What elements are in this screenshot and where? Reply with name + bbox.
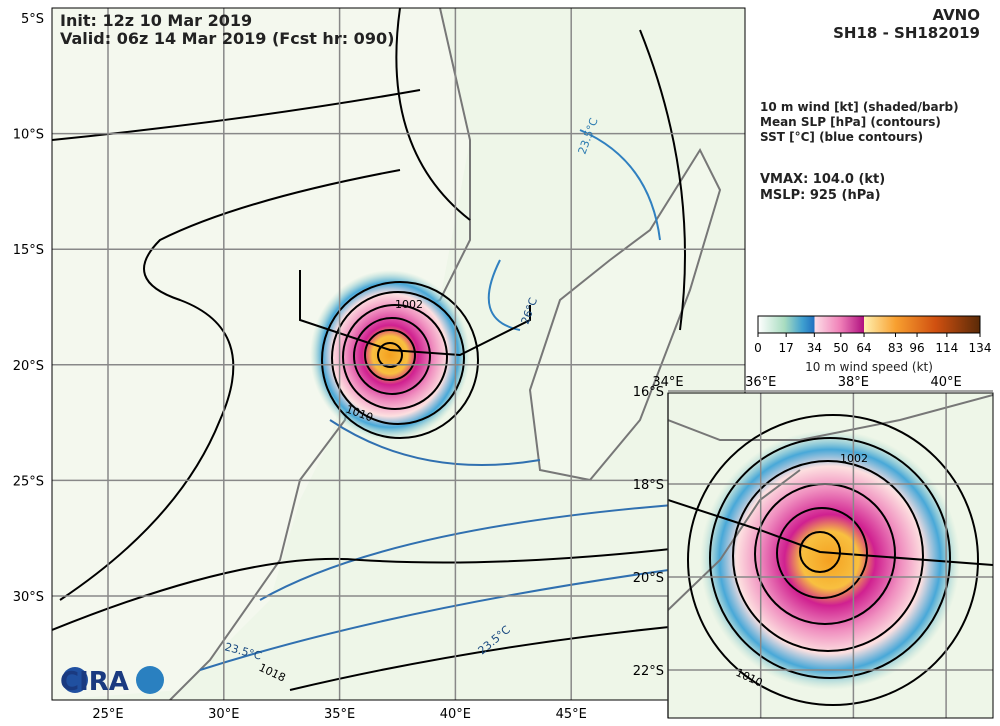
colorbar-label: 10 m wind speed (kt) [805, 360, 933, 374]
colorbar-tick-label: 34 [807, 341, 822, 355]
slp-contours [321, 281, 479, 439]
lat-label: 30°S [13, 590, 44, 605]
lat-label: 10°S [13, 128, 44, 143]
lat-label: 25°S [13, 474, 44, 489]
model: AVNO [932, 6, 980, 24]
colorbar-tick-label: 96 [909, 341, 924, 355]
valid: Valid: 06z 14 Mar 2019 (Fcst hr: 090) [60, 29, 394, 48]
main-map [52, 8, 745, 700]
lon-label: 30°E [208, 707, 239, 722]
colorbar [757, 315, 981, 334]
vmax: VMAX: 104.0 (kt) [760, 172, 885, 187]
inset-lat-label: 16°S [633, 385, 664, 400]
logo-globe [62, 667, 88, 693]
contour-label: 1002 [840, 452, 868, 465]
inset-lat-label: 20°S [633, 571, 664, 586]
lon-label: 25°E [92, 707, 123, 722]
logo: CIRA [60, 667, 129, 697]
colorbar-tick-label: 0 [754, 341, 762, 355]
legend-line: SST [°C] (blue contours) [760, 130, 923, 144]
colorbar-tick-label: 134 [969, 341, 992, 355]
lon-label: 45°E [556, 707, 587, 722]
inset-lat-label: 18°S [633, 478, 664, 493]
inset-frame [667, 392, 994, 719]
inset-lon-label: 34°E [652, 375, 683, 390]
lon-label: 35°E [324, 707, 355, 722]
grid [52, 8, 745, 700]
inset-lat-label: 22°S [633, 664, 664, 679]
inset-lon-label: 38°E [838, 375, 869, 390]
colorbar-tick-label: 83 [888, 341, 903, 355]
lat-label: 5°S [21, 12, 44, 27]
lat-label: 20°S [13, 359, 44, 374]
init: Init: 12z 10 Mar 2019 [60, 11, 252, 30]
colorbar-tick-label: 64 [856, 341, 871, 355]
colorbar-tick-label: 114 [935, 341, 958, 355]
map-frame [51, 7, 746, 701]
colorbar-tick-label: 50 [833, 341, 848, 355]
legend-line: Mean SLP [hPa] (contours) [760, 115, 941, 129]
inset-lon-label: 36°E [745, 375, 776, 390]
contour-label: 1002 [395, 298, 423, 311]
colorbar-tick-label: 17 [779, 341, 794, 355]
inset-map [668, 393, 993, 718]
legend-line: 10 m wind [kt] (shaded/barb) [760, 100, 959, 114]
lon-label: 40°E [440, 707, 471, 722]
storm: SH18 - SH182019 [833, 24, 980, 42]
inset-lon-label: 40°E [930, 375, 961, 390]
mslp: MSLP: 925 (hPa) [760, 188, 881, 203]
lat-label: 15°S [13, 243, 44, 258]
logo-noaa [136, 666, 164, 694]
